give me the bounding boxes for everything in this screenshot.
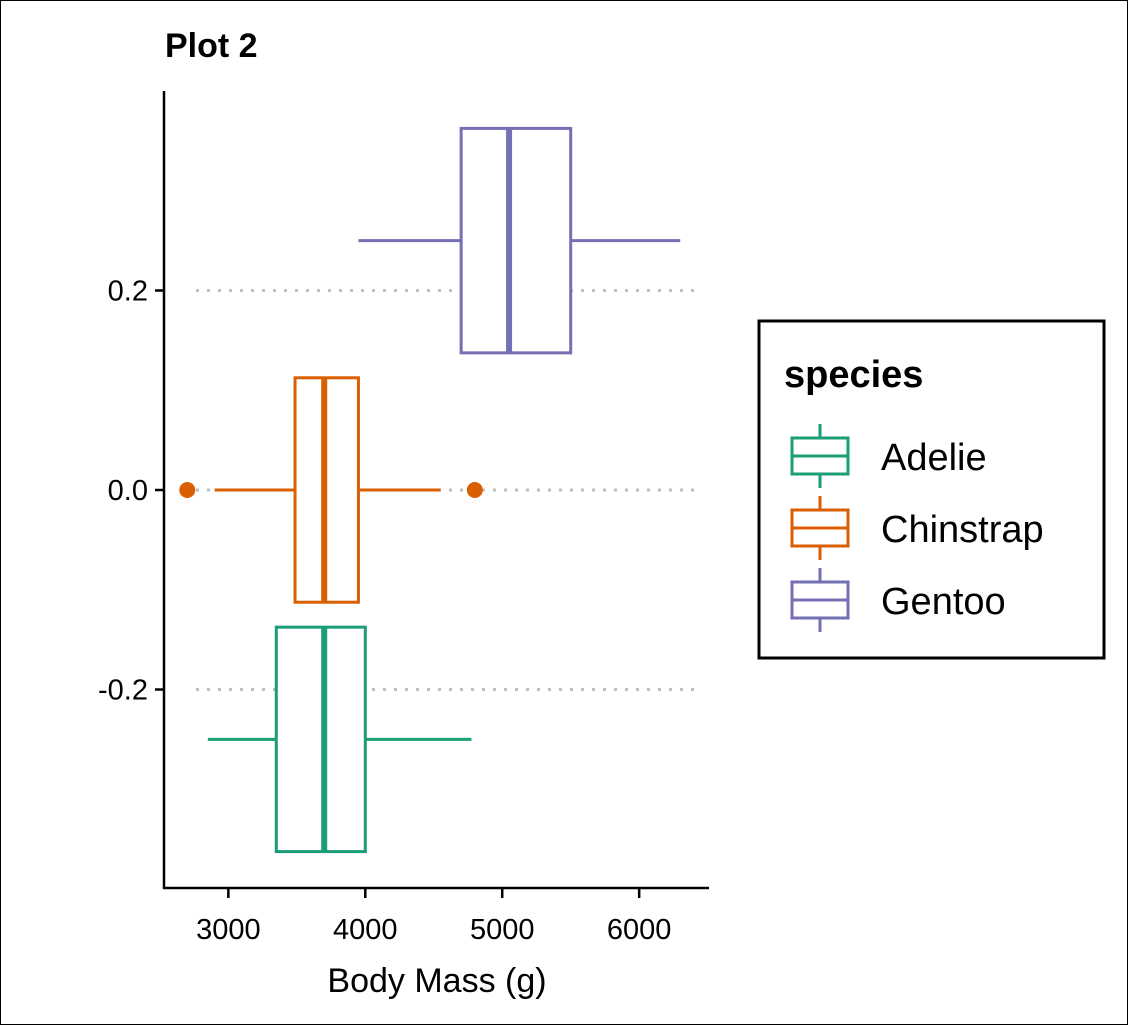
x-tick-label-0: 3000	[196, 914, 261, 946]
x-tick-label-1: 4000	[333, 914, 398, 946]
gridlines	[196, 289, 701, 691]
legend-item-gentoo: Gentoo	[790, 568, 1006, 632]
x-tick-label-3: 6000	[607, 914, 672, 946]
x-axis-title: Body Mass (g)	[327, 962, 546, 1000]
y-tick-label-0: 0.2	[108, 276, 148, 308]
legend-item-adelie: Adelie	[790, 424, 987, 488]
legend-items: Adelie Chinstrap Gentoo	[790, 424, 1044, 632]
legend-label-gentoo: Gentoo	[881, 581, 1006, 623]
boxplots	[179, 126, 681, 854]
y-tick-label-2: -0.2	[98, 675, 148, 707]
y-tick-label-1: 0.0	[108, 475, 148, 507]
outlier-chinstrap-1	[466, 482, 483, 498]
y-ticks: 0.2 0.0 -0.2	[98, 276, 164, 707]
boxplot-adelie	[207, 625, 472, 854]
outlier-chinstrap-0	[179, 482, 196, 498]
boxplot-gentoo	[358, 126, 681, 355]
box-gentoo	[459, 126, 573, 355]
legend-title: species	[784, 354, 923, 396]
x-tick-label-2: 5000	[470, 914, 535, 946]
legend: species Adelie Chinstrap Gentoo	[757, 319, 1106, 660]
chart-title: Plot 2	[165, 27, 258, 65]
x-ticks: 3000 4000 5000 6000	[196, 889, 671, 946]
boxplot-chinstrap	[179, 376, 483, 604]
legend-label-chinstrap: Chinstrap	[881, 509, 1044, 551]
box-adelie	[274, 625, 367, 854]
legend-label-adelie: Adelie	[881, 437, 987, 479]
legend-item-chinstrap: Chinstrap	[790, 496, 1044, 560]
